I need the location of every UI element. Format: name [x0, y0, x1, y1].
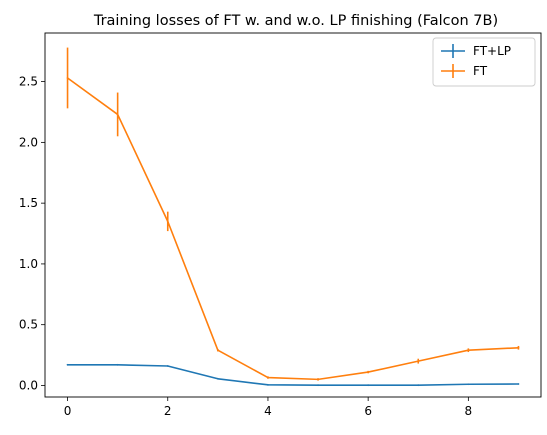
legend-label: FT: [473, 64, 488, 78]
data-point: [317, 378, 319, 381]
data-point: [367, 384, 370, 387]
chart-title: Training losses of FT w. and w.o. LP fin…: [93, 13, 498, 29]
x-tick-label: 4: [264, 404, 272, 418]
x-tick-label: 2: [164, 404, 172, 418]
y-tick-label: 2.5: [19, 75, 38, 89]
series-ft-lp: [66, 363, 520, 387]
legend-box: [432, 37, 536, 87]
data-point: [317, 384, 319, 387]
legend-label: FT+LP: [473, 44, 511, 58]
data-point: [216, 349, 219, 352]
y-tick-label: 1.0: [19, 257, 38, 271]
data-point: [367, 371, 370, 373]
series-line-ft: [67, 77, 519, 381]
data-point: [166, 365, 169, 367]
y-tick-label: 2.0: [19, 135, 38, 149]
data-point: [267, 383, 269, 386]
data-point: [417, 360, 420, 363]
series-layer: [66, 47, 520, 387]
legend-item: FT+LP: [441, 44, 511, 58]
plot-frame: [44, 32, 542, 398]
x-tick-label: 0: [64, 404, 72, 418]
y-axis: 0.0 0.5 1.0 1.5 2.0 2.5: [19, 75, 45, 392]
data-point: [517, 383, 520, 385]
data-point: [467, 349, 470, 352]
x-tick-label: 8: [465, 404, 473, 418]
data-point: [417, 384, 420, 387]
legend: FT+LP FT: [432, 37, 536, 87]
data-point: [66, 363, 69, 366]
series-line-ft-lp: [67, 363, 519, 387]
data-point: [66, 77, 69, 79]
data-point: [116, 113, 119, 116]
data-point: [216, 377, 219, 380]
data-point: [467, 383, 470, 386]
series-ft: [66, 47, 520, 381]
y-tick-label: 1.5: [19, 196, 38, 210]
y-tick-label: 0.0: [19, 378, 38, 392]
data-point: [166, 220, 169, 223]
data-point: [517, 346, 520, 349]
plot-area: [45, 33, 541, 397]
legend-item: FT: [441, 64, 488, 78]
y-tick-label: 0.5: [19, 318, 38, 332]
x-tick-label: 6: [364, 404, 372, 418]
x-axis: 0 2 4 6 8: [64, 397, 472, 418]
data-point: [116, 363, 119, 366]
data-point: [267, 376, 269, 379]
